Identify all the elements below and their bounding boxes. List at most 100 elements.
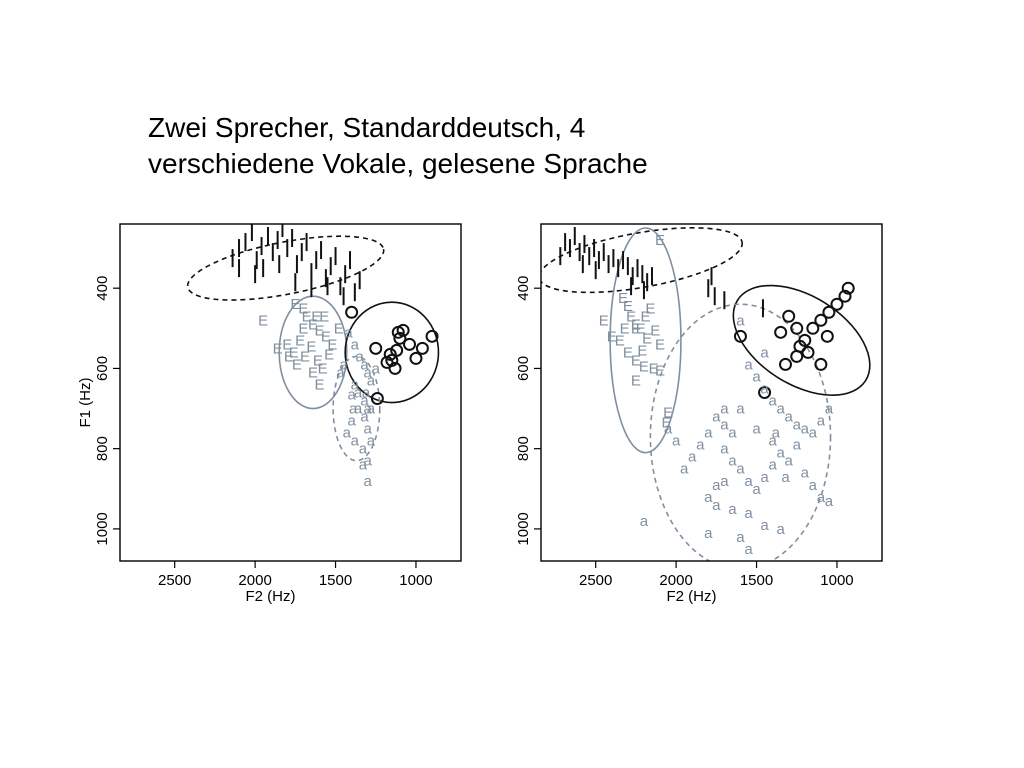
- point-E: E: [663, 405, 673, 422]
- point-E: E: [641, 308, 651, 325]
- point-a: a: [720, 401, 729, 418]
- point-a: a: [744, 505, 753, 522]
- point-a: a: [720, 441, 729, 458]
- point-E: E: [642, 330, 652, 347]
- point-E: E: [615, 332, 625, 349]
- point-a: a: [785, 453, 794, 470]
- point-E: E: [631, 372, 641, 389]
- point-a: a: [688, 449, 697, 466]
- point-a: a: [347, 387, 356, 404]
- point-a: a: [809, 477, 818, 494]
- point-a: a: [752, 368, 761, 385]
- point-a: a: [364, 473, 373, 490]
- point-E: E: [289, 344, 299, 361]
- point-a: a: [672, 433, 681, 450]
- x-tick-label: 1500: [740, 572, 773, 589]
- point-a: a: [768, 457, 777, 474]
- point-E: E: [292, 356, 302, 373]
- point-a: a: [736, 312, 745, 329]
- point-E: E: [300, 348, 310, 365]
- point-a: a: [728, 425, 737, 442]
- point-E: E: [655, 336, 665, 353]
- point-a: a: [752, 421, 761, 438]
- point-E: E: [273, 340, 283, 357]
- point-E: E: [631, 320, 641, 337]
- ellipse-a: [332, 355, 381, 462]
- point-a: a: [347, 413, 356, 430]
- point-E: E: [631, 316, 641, 333]
- point-a: a: [712, 497, 721, 514]
- point-E: E: [636, 320, 646, 337]
- point-E: E: [298, 320, 308, 337]
- point-E: E: [334, 320, 344, 337]
- point-a: a: [360, 409, 369, 426]
- point-E: E: [631, 352, 641, 369]
- point-O: [733, 329, 747, 343]
- point-E: E: [655, 362, 665, 379]
- point-a: a: [801, 465, 810, 482]
- plot-frame: [540, 223, 883, 562]
- point-a: a: [736, 461, 745, 478]
- point-a: a: [344, 324, 353, 341]
- point-a: a: [359, 441, 368, 458]
- y-tick-label: 800: [515, 436, 532, 461]
- point-a: a: [793, 437, 802, 454]
- point-O: [415, 341, 429, 355]
- point-E: E: [623, 298, 633, 315]
- point-a: a: [704, 489, 713, 506]
- point-a: a: [801, 421, 810, 438]
- point-a: a: [768, 433, 777, 450]
- point-O: [758, 386, 772, 399]
- point-a: a: [744, 356, 753, 373]
- point-E: E: [314, 322, 324, 339]
- point-O: [383, 347, 397, 361]
- x-tick-label: 2500: [579, 572, 612, 589]
- point-a: a: [704, 425, 713, 442]
- point-O: [814, 357, 828, 371]
- point-a: a: [728, 453, 737, 470]
- point-a: a: [825, 493, 834, 510]
- point-E: E: [637, 342, 647, 359]
- point-a: a: [752, 481, 761, 498]
- point-a: a: [768, 393, 777, 410]
- point-O: [814, 313, 828, 327]
- point-a: a: [354, 401, 363, 418]
- point-a: a: [360, 393, 369, 410]
- ellipse-E: [609, 227, 682, 454]
- x-tick-label: 2000: [659, 572, 692, 589]
- point-a: a: [760, 344, 769, 361]
- point-a: a: [817, 413, 826, 430]
- slide-title-line-1: Zwei Sprecher, Standarddeutsch, 4: [148, 112, 586, 143]
- point-a: a: [736, 401, 745, 418]
- point-a: a: [360, 356, 369, 373]
- point-a: a: [664, 421, 673, 438]
- point-E: E: [620, 320, 630, 337]
- point-a: a: [354, 385, 363, 402]
- x-axis-label: F2 (Hz): [246, 588, 296, 605]
- point-a: a: [817, 489, 826, 506]
- point-O: [793, 339, 807, 353]
- point-O: [369, 341, 383, 355]
- ellipse-O: [732, 284, 871, 396]
- point-a: a: [640, 513, 649, 530]
- point-a: a: [343, 425, 352, 442]
- point-O: [838, 289, 852, 303]
- point-E: E: [308, 364, 318, 381]
- point-E: E: [306, 338, 316, 355]
- point-a: a: [362, 385, 371, 402]
- y-axis-label: F1 (Hz): [77, 378, 94, 428]
- x-tick-label: 1000: [399, 572, 432, 589]
- point-a: a: [785, 409, 794, 426]
- slide-title: Zwei Sprecher, Standarddeutsch, 4 versch…: [148, 110, 848, 182]
- point-E: E: [282, 336, 292, 353]
- slide-title-line-2: verschiedene Vokale, gelesene Sprache: [148, 148, 648, 179]
- y-tick-label: 1000: [94, 512, 111, 545]
- point-E: E: [319, 308, 329, 325]
- point-O: [806, 321, 820, 335]
- point-E: E: [639, 358, 649, 375]
- y-tick-label: 800: [94, 436, 111, 461]
- point-a: a: [760, 380, 769, 397]
- point-E: E: [298, 300, 308, 317]
- x-tick-label: 2500: [158, 572, 191, 589]
